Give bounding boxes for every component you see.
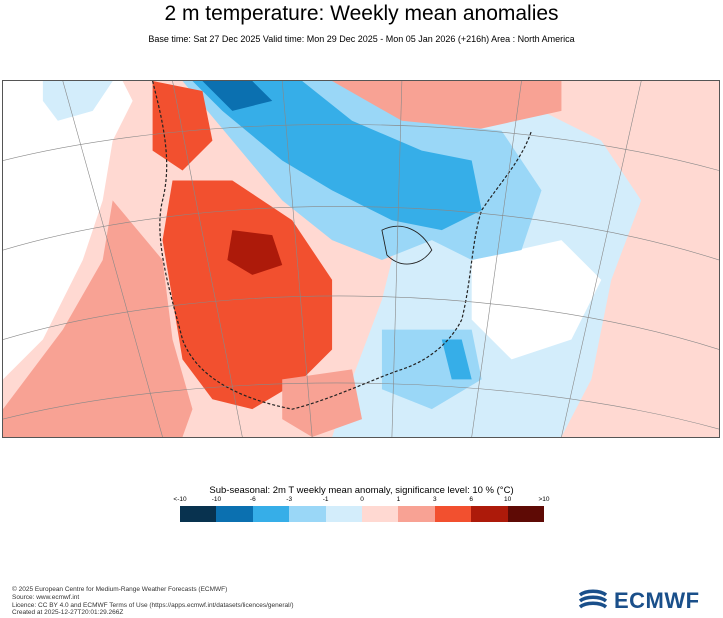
ecmwf-logo-icon [578,589,608,609]
legend-label: -10 [211,496,222,503]
chart-title: 2 m temperature: Weekly mean anomalies [164,2,559,25]
colorbar-swatch-7 [434,506,472,522]
rockies-hot-core [227,230,283,275]
legend-label: 3 [432,496,437,503]
western-us-warm-region [162,180,333,410]
anomaly-map [2,80,720,438]
atlantic-neutral-patch [471,240,602,360]
legend-label: 0 [360,496,364,503]
colorbar-swatch-4 [325,506,363,522]
colorbar-swatch-1 [216,506,253,522]
hudson-cold-patch [202,81,273,111]
credit-line-source: Source: www.ecmwf.int [12,593,80,601]
legend-label: >10 [538,496,550,503]
legend-label: 6 [469,496,473,503]
legend-title: Sub-seasonal: 2m T weekly mean anomaly, … [209,485,514,496]
canada-cold-core [192,81,482,231]
graticule [3,81,719,437]
legend-label: 1 [396,496,401,503]
credit-line-licence: Licence: CC BY 4.0 and ECMWF Terms of Us… [12,601,294,609]
legend-label: 10 [503,496,512,503]
colorbar [180,506,545,522]
pacific-light-blue-patch [42,81,113,121]
mexico-warm-patch [282,369,362,437]
legend-labels: <-10 -10 -6 -3 -1 0 1 3 6 10 >10 [173,496,549,506]
ecmwf-logo: ECMWF [576,588,700,614]
pacific-neutral-region [3,81,133,380]
colorbar-swatch-3 [289,506,326,522]
credit-line-copyright: © 2025 European Centre for Medium-Range … [12,586,228,593]
colorbar-swatch-6 [398,506,435,522]
legend-label: -6 [249,496,256,503]
florida-cold-core [441,339,472,380]
credits: © 2025 European Centre for Medium-Range … [12,586,294,617]
colorbar-swatch-8 [471,506,508,522]
alaska-warm-region [152,81,213,171]
colorbar-swatch-0 [180,506,217,522]
coastline [152,81,533,410]
chart-subtitle: Base time: Sat 27 Dec 2025 Valid time: M… [148,34,575,44]
legend-label: <-10 [173,496,187,503]
legend-label: -3 [286,496,293,503]
west-coast-warm-region [3,200,193,437]
ecmwf-logo-text: ECMWF [614,588,700,613]
credit-line-created: Created at 2025-12-27T20:01:29.266Z [12,609,124,617]
northeast-warm-region [521,81,719,437]
colorbar-swatch-5 [362,506,399,522]
colorbar-swatch-2 [252,506,290,522]
legend-label: -1 [322,496,329,503]
colorbar-swatch-9 [507,506,545,522]
